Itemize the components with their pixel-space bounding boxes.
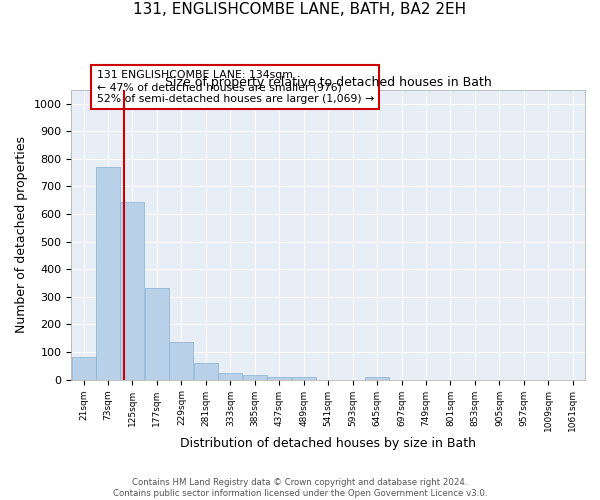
Y-axis label: Number of detached properties: Number of detached properties (15, 136, 28, 333)
Bar (194, 363, 218, 380)
Text: 131, ENGLISHCOMBE LANE, BATH, BA2 2EH: 131, ENGLISHCOMBE LANE, BATH, BA2 2EH (133, 2, 467, 18)
Bar (145, 288, 169, 380)
Bar (121, 202, 145, 380)
Bar (365, 377, 389, 380)
Bar (71, 357, 95, 380)
X-axis label: Distribution of detached houses by size in Bath: Distribution of detached houses by size … (180, 437, 476, 450)
Bar (218, 372, 242, 380)
Text: 131 ENGLISHCOMBE LANE: 134sqm
← 47% of detached houses are smaller (976)
52% of : 131 ENGLISHCOMBE LANE: 134sqm ← 47% of d… (97, 70, 374, 104)
Bar (96, 167, 120, 380)
Title: Size of property relative to detached houses in Bath: Size of property relative to detached ho… (165, 76, 491, 88)
Text: Contains HM Land Registry data © Crown copyright and database right 2024.
Contai: Contains HM Land Registry data © Crown c… (113, 478, 487, 498)
Bar (243, 374, 267, 380)
Bar (169, 342, 193, 380)
Bar (267, 376, 291, 380)
Bar (292, 378, 316, 380)
